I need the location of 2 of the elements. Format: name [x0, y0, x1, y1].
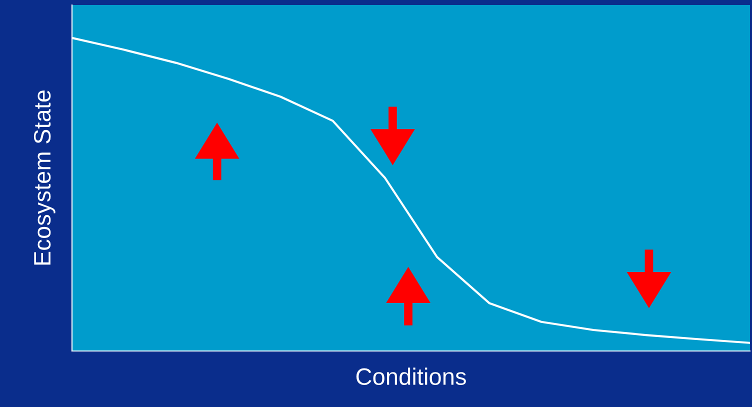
y-axis-title: Ecosystem State [34, 90, 56, 265]
x-axis-title: Conditions [356, 368, 466, 386]
